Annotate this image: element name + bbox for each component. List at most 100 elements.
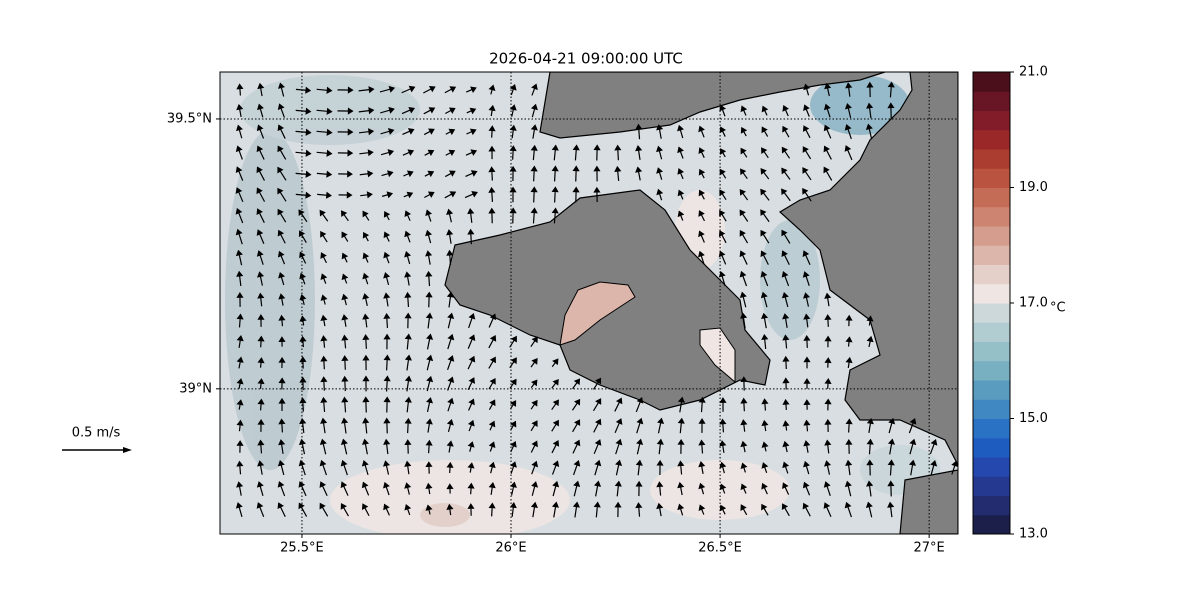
current-arrow <box>909 438 917 455</box>
current-arrow <box>383 354 391 371</box>
current-arrow <box>571 398 581 411</box>
current-arrow <box>593 165 601 182</box>
current-arrow <box>740 397 748 412</box>
current-arrow <box>824 292 832 307</box>
current-arrow <box>316 128 333 136</box>
current-arrow <box>425 418 433 433</box>
current-arrow <box>908 417 917 434</box>
current-arrow <box>316 86 333 94</box>
current-arrow <box>551 165 559 182</box>
current-arrow <box>908 459 917 476</box>
current-arrow <box>256 250 264 265</box>
current-arrow <box>424 170 435 178</box>
current-arrow <box>380 106 395 114</box>
current-arrow <box>802 167 812 181</box>
current-arrow <box>803 104 810 117</box>
current-arrow <box>930 459 938 476</box>
colorbar-tick-label: 13.0 <box>1019 527 1048 542</box>
current-arrow <box>719 189 727 201</box>
current-arrow <box>277 145 287 160</box>
current-arrow <box>803 419 811 432</box>
current-arrow <box>888 417 896 434</box>
current-arrow <box>572 460 581 476</box>
current-arrow <box>298 209 308 223</box>
current-arrow <box>551 186 559 203</box>
current-arrow <box>319 502 329 517</box>
current-arrow <box>361 460 369 476</box>
current-arrow <box>446 503 454 516</box>
current-arrow <box>425 291 433 308</box>
colorbar-level <box>973 283 1010 304</box>
current-arrow <box>320 417 328 434</box>
current-arrow <box>383 396 391 413</box>
current-arrow <box>865 123 873 140</box>
current-arrow <box>761 462 769 473</box>
current-arrow <box>404 460 412 475</box>
island <box>559 281 636 346</box>
current-arrow <box>362 396 370 413</box>
current-arrow <box>488 125 496 138</box>
current-arrow <box>404 312 412 329</box>
colorbar-level <box>973 110 1010 131</box>
current-arrow <box>425 250 433 265</box>
current-arrow <box>360 191 373 199</box>
current-arrow <box>236 124 243 139</box>
current-arrow <box>235 166 244 181</box>
current-arrow <box>845 459 853 476</box>
current-arrow <box>656 459 664 475</box>
current-arrow <box>740 376 748 391</box>
current-arrow <box>635 459 643 476</box>
current-arrow <box>236 292 244 307</box>
current-arrow <box>887 81 895 98</box>
current-arrow <box>530 207 538 224</box>
current-arrow <box>740 126 748 137</box>
current-arrow <box>277 103 285 118</box>
current-arrow <box>866 102 874 119</box>
current-arrow <box>866 459 874 476</box>
current-arrow <box>383 251 391 264</box>
current-arrow <box>425 312 433 329</box>
map-area <box>220 72 958 534</box>
current-arrow <box>295 191 312 199</box>
current-arrow <box>531 83 538 96</box>
current-arrow <box>257 357 265 368</box>
current-arrow <box>278 439 286 454</box>
current-arrow <box>319 438 327 455</box>
current-arrow <box>319 459 328 476</box>
current-arrow <box>573 480 581 497</box>
current-arrow <box>298 230 307 243</box>
current-arrow <box>380 128 395 135</box>
current-arrow <box>718 250 727 265</box>
current-arrow <box>782 125 790 138</box>
current-arrow <box>719 440 727 453</box>
current-arrow <box>740 462 748 473</box>
current-arrow <box>844 124 852 140</box>
current-arrow <box>277 502 286 518</box>
current-arrow <box>719 126 727 137</box>
current-arrow <box>866 417 874 433</box>
current-arrow <box>379 85 396 93</box>
current-arrow <box>866 315 874 326</box>
current-arrow <box>677 438 685 454</box>
current-arrow <box>278 356 286 368</box>
current-arrow <box>572 439 581 454</box>
current-arrow <box>236 460 244 475</box>
current-arrow <box>802 146 812 160</box>
current-arrow <box>614 144 622 161</box>
current-arrow <box>447 397 455 412</box>
current-arrow <box>446 461 454 474</box>
colorbar-tick-label: 19.0 <box>1019 180 1048 195</box>
current-arrow <box>677 481 685 496</box>
colorbar-level <box>973 341 1010 362</box>
current-arrow <box>614 480 622 497</box>
current-arrow <box>635 123 643 140</box>
current-arrow <box>760 229 770 244</box>
current-arrow <box>657 417 665 434</box>
current-arrow <box>551 207 559 224</box>
current-arrows <box>235 81 958 518</box>
current-arrow <box>510 461 517 474</box>
current-arrow <box>824 378 832 389</box>
current-arrow <box>320 335 328 348</box>
current-arrow <box>340 438 348 455</box>
current-arrow <box>383 375 391 392</box>
